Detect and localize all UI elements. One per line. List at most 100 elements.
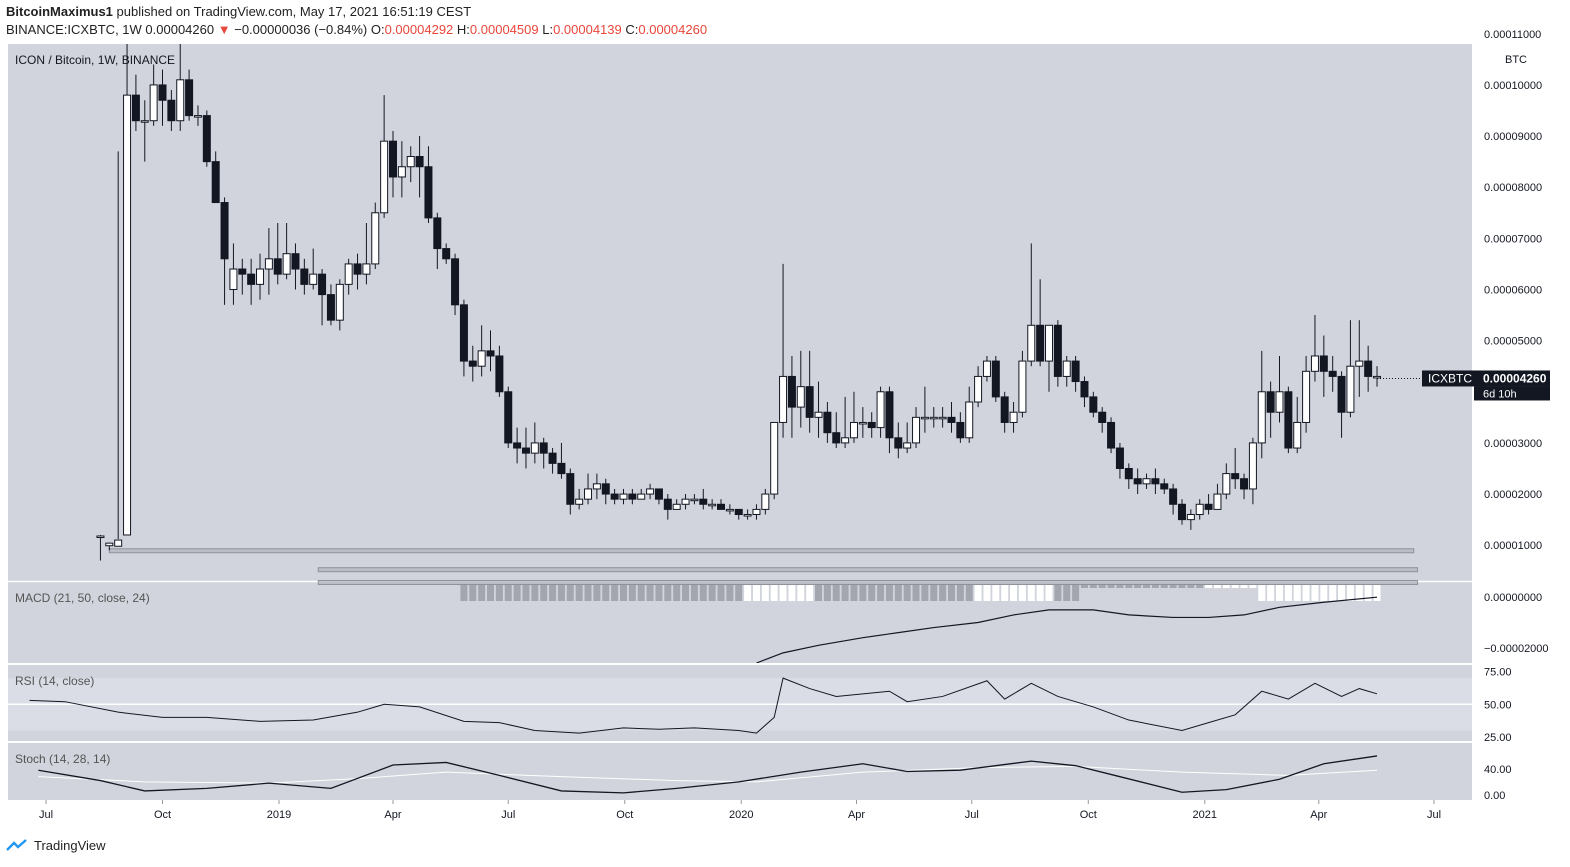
price-axis-bg xyxy=(1472,44,1570,800)
candle-down xyxy=(601,483,610,495)
candle-up xyxy=(1293,421,1302,449)
candle-up xyxy=(575,498,584,505)
candle-down xyxy=(956,421,965,439)
candle-down xyxy=(424,166,433,219)
author-name[interactable]: BitcoinMaximus1 xyxy=(6,4,113,19)
candle-up xyxy=(708,503,717,507)
candle-down xyxy=(734,508,743,516)
macd-histogram-bar xyxy=(1346,585,1354,601)
candle-down xyxy=(717,503,726,510)
candle-up xyxy=(725,508,734,512)
tradingview-logo-icon xyxy=(6,838,27,851)
low-value: 0.00004139 xyxy=(553,22,622,37)
candle-up xyxy=(149,84,158,122)
candle-up xyxy=(371,212,380,265)
macd-histogram-bar xyxy=(1355,585,1363,601)
candle-down xyxy=(167,99,176,122)
macd-histogram-bar xyxy=(593,585,601,601)
candle-up xyxy=(1142,478,1151,485)
macd-histogram-bar xyxy=(806,585,814,601)
macd-histogram-bar xyxy=(1098,585,1106,588)
macd-histogram-bar xyxy=(682,585,690,601)
candle-down xyxy=(805,386,814,418)
last-price-value: 0.00004260 xyxy=(1483,371,1547,385)
macd-histogram-bar xyxy=(956,585,964,601)
stoch-tick-label: 40.00 xyxy=(1484,764,1512,776)
candle-up xyxy=(335,283,344,321)
candle-down xyxy=(1160,483,1169,490)
candle-up xyxy=(796,386,805,408)
candle-up xyxy=(1373,375,1382,379)
macd-title: MACD (21, 50, close, 24) xyxy=(15,591,150,605)
macd-histogram-bar xyxy=(1063,585,1071,601)
macd-histogram-bar xyxy=(815,585,823,601)
macd-histogram-bar xyxy=(752,585,760,601)
candle-up xyxy=(619,493,628,500)
candle-down xyxy=(1319,355,1328,372)
macd-histogram-bar xyxy=(1329,585,1337,601)
candle-up xyxy=(876,391,885,429)
candle-up xyxy=(1222,473,1231,495)
macd-histogram-bar xyxy=(1338,585,1346,601)
macd-line xyxy=(756,596,1378,663)
time-tick-label: Oct xyxy=(1080,809,1097,821)
candle-up xyxy=(309,273,318,285)
close-label: C: xyxy=(625,22,639,37)
price-panel xyxy=(8,44,1472,581)
price-tick-label: 0.00006000 xyxy=(1484,284,1542,296)
candle-up xyxy=(592,483,601,490)
candle-down xyxy=(521,447,530,454)
candle-down xyxy=(823,411,832,434)
candle-down xyxy=(1231,473,1240,480)
candle-up xyxy=(690,498,699,502)
macd-histogram-bar xyxy=(885,585,893,601)
macd-histogram-bar xyxy=(744,585,752,601)
stoch-k-line xyxy=(38,755,1378,794)
macd-histogram-bar xyxy=(1276,585,1284,601)
candle-down xyxy=(468,360,477,367)
macd-histogram-bar xyxy=(1089,585,1097,588)
macd-histogram-bar xyxy=(1293,585,1301,601)
candle-down xyxy=(326,294,335,321)
candle-down xyxy=(787,375,796,408)
macd-histogram-bar xyxy=(1249,585,1257,588)
macd-histogram-bar xyxy=(504,585,512,601)
macd-histogram-bar xyxy=(1178,585,1186,588)
candle-down xyxy=(415,156,424,168)
candle-up xyxy=(362,263,371,275)
macd-histogram-bar xyxy=(664,585,672,601)
macd-histogram-bar xyxy=(832,585,840,601)
macd-histogram-bar xyxy=(1231,585,1239,588)
candle-down xyxy=(451,258,460,306)
high-value: 0.00004509 xyxy=(469,22,539,37)
macd-histogram-bar xyxy=(877,585,885,601)
candle-up xyxy=(849,421,858,439)
countdown-tag xyxy=(1474,386,1550,401)
stoch-title: Stoch (14, 28, 14) xyxy=(15,752,110,766)
macd-histogram-bar xyxy=(611,585,619,601)
macd-histogram-bar xyxy=(655,585,663,601)
candle-up xyxy=(938,416,947,420)
candle-down xyxy=(300,268,309,285)
candle-up xyxy=(1062,360,1071,377)
candle-up xyxy=(193,115,202,118)
time-tick-label: Oct xyxy=(154,809,171,821)
candle-down xyxy=(442,248,451,260)
time-tick-label: Jul xyxy=(965,809,979,821)
candle-down xyxy=(1284,391,1293,449)
candle-up xyxy=(752,508,761,516)
candle-up xyxy=(929,416,938,420)
candle-down xyxy=(548,452,557,464)
candle-down xyxy=(1115,447,1124,469)
time-tick-label: Oct xyxy=(616,809,633,821)
brand-label[interactable]: TradingView xyxy=(34,838,106,853)
candle-down xyxy=(885,391,894,439)
candle-down xyxy=(1133,478,1142,485)
macd-histogram-bar xyxy=(549,585,557,601)
candle-down xyxy=(1000,396,1009,423)
candle-down xyxy=(628,493,637,500)
macd-histogram-bar xyxy=(850,585,858,601)
candle-down xyxy=(1124,467,1133,480)
candle-up xyxy=(114,539,123,547)
